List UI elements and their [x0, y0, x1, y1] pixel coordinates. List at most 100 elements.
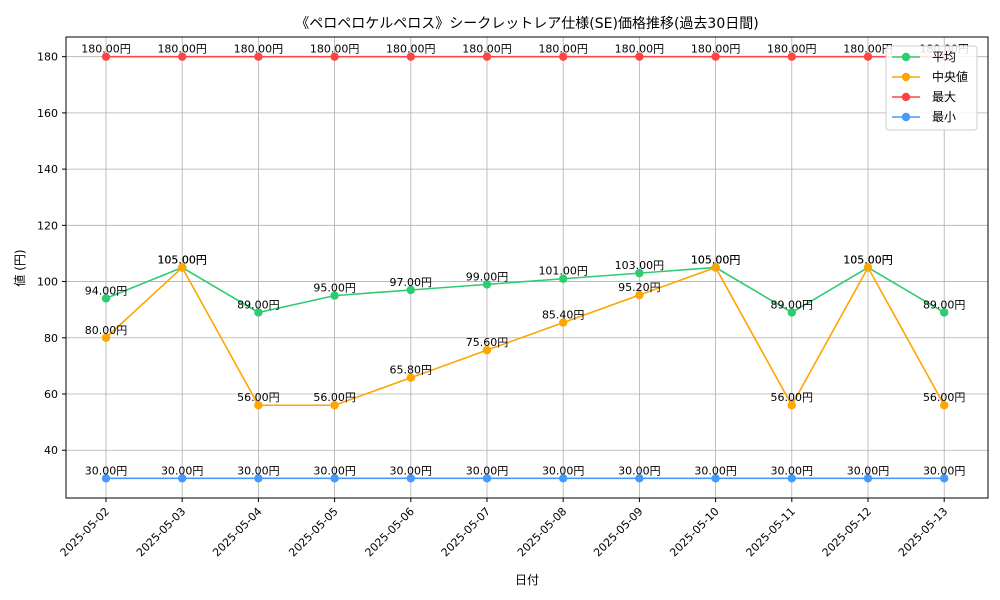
data-point — [254, 474, 263, 483]
y-tick-label: 140 — [37, 163, 58, 176]
x-tick-label: 2025-05-11 — [744, 505, 798, 559]
data-label: 105.00円 — [157, 254, 207, 267]
data-point — [559, 474, 568, 483]
data-point — [559, 274, 568, 283]
y-tick-label: 80 — [44, 332, 58, 345]
x-tick-label: 2025-05-07 — [439, 505, 493, 559]
x-tick-label: 2025-05-02 — [58, 505, 112, 559]
data-label: 180.00円 — [615, 43, 665, 56]
data-point — [406, 285, 415, 295]
data-label: 105.00円 — [691, 254, 741, 267]
data-label: 56.00円 — [313, 391, 356, 404]
data-label: 30.00円 — [771, 464, 814, 477]
data-point — [482, 345, 492, 355]
data-label: 97.00円 — [390, 276, 433, 289]
data-point — [635, 290, 644, 300]
grid — [66, 37, 988, 498]
data-label: 95.00円 — [313, 282, 356, 295]
data-point — [254, 401, 263, 410]
data-label: 89.00円 — [771, 298, 814, 311]
series-line — [105, 265, 945, 407]
data-point — [787, 401, 796, 410]
data-point — [482, 474, 492, 483]
data-label: 30.00円 — [390, 464, 433, 477]
data-point — [863, 474, 873, 483]
data-point — [711, 474, 720, 483]
data-point — [863, 52, 873, 61]
data-point — [101, 333, 111, 342]
data-point — [635, 52, 644, 61]
y-axis-ticks: 40 60 80 100 120 140 160 180 — [37, 51, 66, 457]
data-point — [254, 52, 263, 61]
data-point — [940, 474, 949, 483]
y-tick-label: 40 — [44, 444, 58, 457]
data-label: 30.00円 — [313, 464, 356, 477]
data-point — [101, 474, 111, 483]
series-lines — [101, 52, 949, 483]
data-point — [178, 263, 187, 272]
data-label: 85.40円 — [542, 309, 585, 322]
chart-title: 《ペロペロケルペロス》シークレットレア仕様(SE)価格推移(過去30日間) — [295, 16, 758, 32]
data-point — [863, 263, 873, 272]
data-label: 180.00円 — [310, 43, 360, 56]
data-point — [711, 52, 720, 61]
data-point — [559, 52, 568, 61]
data-label: 105.00円 — [691, 254, 741, 267]
y-axis-label: 値 (円) — [12, 249, 27, 286]
x-tick-label: 2025-05-09 — [591, 505, 645, 559]
data-point — [330, 291, 339, 300]
data-point — [406, 373, 415, 382]
data-point — [254, 308, 263, 317]
data-label: 80.00円 — [85, 324, 128, 337]
data-point — [711, 263, 720, 272]
y-tick-label: 120 — [37, 219, 58, 232]
series-line — [105, 266, 945, 314]
data-label: 89.00円 — [237, 298, 280, 311]
data-label: 105.00円 — [157, 254, 207, 267]
y-tick-label: 60 — [44, 388, 58, 401]
data-label: 180.00円 — [462, 43, 512, 56]
data-label: 105.00円 — [843, 254, 893, 267]
data-label: 95.20円 — [618, 281, 661, 294]
data-label: 180.00円 — [691, 43, 741, 56]
data-label: 30.00円 — [466, 464, 509, 477]
legend-label: 中央値 — [932, 69, 968, 84]
data-label: 30.00円 — [161, 464, 204, 477]
data-label: 99.00円 — [466, 270, 509, 283]
data-label: 56.00円 — [923, 391, 966, 404]
x-tick-label: 2025-05-13 — [896, 505, 950, 559]
data-point — [101, 52, 111, 61]
legend-label: 最小 — [932, 110, 956, 124]
data-point — [940, 308, 949, 317]
data-point — [406, 474, 415, 483]
data-label: 94.00円 — [85, 284, 128, 297]
x-tick-label: 2025-05-03 — [134, 505, 188, 559]
data-label: 180.00円 — [767, 43, 817, 56]
data-label: 65.80円 — [390, 364, 433, 377]
x-tick-label: 2025-05-12 — [820, 505, 874, 559]
data-labels: 94.00円 105.00円 89.00円 95.00円 97.00円 99.00円 101… — [81, 43, 969, 478]
data-label: 180.00円 — [81, 43, 131, 56]
data-point — [101, 294, 111, 303]
data-label: 180.00円 — [157, 43, 207, 56]
data-label: 56.00円 — [237, 391, 280, 404]
data-label: 101.00円 — [538, 265, 588, 278]
y-tick-label: 160 — [37, 107, 58, 120]
data-label: 30.00円 — [542, 464, 585, 477]
data-label: 75.60円 — [466, 336, 509, 349]
y-tick-label: 180 — [37, 51, 58, 64]
x-tick-label: 2025-05-05 — [286, 505, 340, 559]
x-tick-label: 2025-05-04 — [210, 505, 264, 559]
data-label: 30.00円 — [694, 464, 737, 477]
data-label: 30.00円 — [618, 464, 661, 477]
legend-label: 平均 — [932, 50, 956, 64]
data-label: 30.00円 — [237, 464, 280, 477]
legend-box — [885, 45, 978, 131]
legend-marker — [901, 112, 911, 122]
plot-area-frame — [65, 36, 989, 499]
data-point — [635, 474, 644, 483]
data-point — [787, 52, 796, 61]
data-point — [330, 52, 339, 61]
